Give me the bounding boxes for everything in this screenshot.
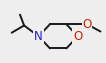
Text: O: O [82,18,92,31]
Text: N: N [34,30,43,43]
Text: O: O [73,30,82,43]
